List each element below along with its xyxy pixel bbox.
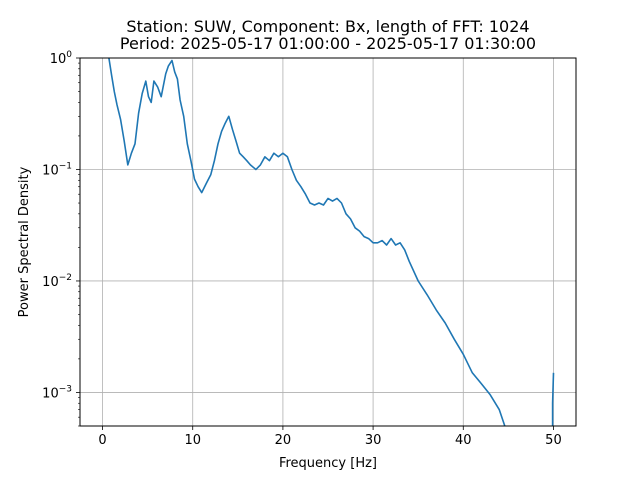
y-tick-label: 100 xyxy=(50,50,73,67)
y-tick-label-exponent: −1 xyxy=(59,161,72,171)
series-group xyxy=(108,57,555,427)
x-tick-label: 30 xyxy=(365,433,382,448)
x-tick-label: 50 xyxy=(545,433,562,448)
y-tick-label-exponent: −3 xyxy=(59,384,72,394)
psd-series-line-0 xyxy=(108,57,506,427)
x-tick-label: 20 xyxy=(275,433,292,448)
y-tick-label: 10−2 xyxy=(42,273,72,290)
x-tick-label: 40 xyxy=(455,433,472,448)
chart-title-line1: Station: SUW, Component: Bx, length of F… xyxy=(126,17,529,36)
y-axis-label: Power Spectral Density xyxy=(17,166,32,317)
x-axis-label: Frequency [Hz] xyxy=(279,456,377,471)
plot-background xyxy=(80,58,576,426)
y-tick-label-base: 10 xyxy=(50,52,67,67)
y-tick-label-base: 10 xyxy=(42,163,59,178)
x-tick-label: 0 xyxy=(98,433,106,448)
y-tick-label-exponent: −2 xyxy=(59,273,72,283)
y-tick-label-exponent: 0 xyxy=(66,50,72,60)
x-axis: 0 10 20 30 40 50 xyxy=(98,426,562,448)
y-tick-label: 10−3 xyxy=(42,384,72,401)
y-tick-label: 10−1 xyxy=(42,161,72,178)
chart-title-line2: Period: 2025-05-17 01:00:00 - 2025-05-17… xyxy=(120,34,536,53)
y-tick-label-base: 10 xyxy=(42,386,59,401)
plot-frame xyxy=(79,57,577,427)
psd-series-line-1 xyxy=(551,372,555,426)
y-tick-label-base: 10 xyxy=(42,275,59,290)
x-tick-label: 10 xyxy=(184,433,201,448)
